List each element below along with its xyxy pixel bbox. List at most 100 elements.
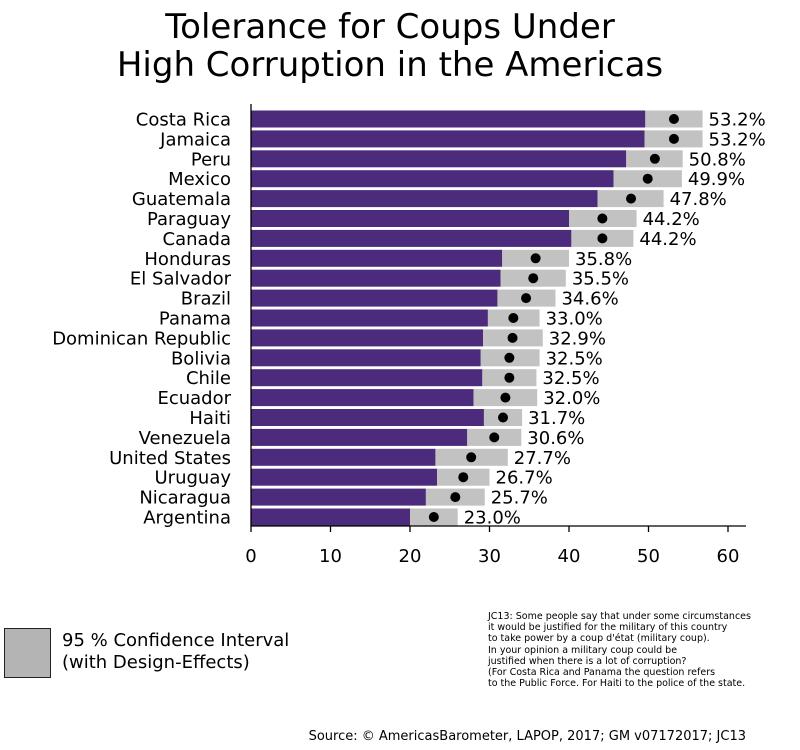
bar — [251, 468, 438, 486]
bar — [251, 249, 503, 267]
chart-title-line2: High Corruption in the Americas — [116, 45, 664, 85]
point-estimate — [504, 352, 515, 363]
note-line: justified when there is a lot of corrupt… — [488, 655, 687, 667]
chart-title-line1: Tolerance for Coups Under — [165, 7, 615, 47]
category-label: Panama — [159, 309, 231, 330]
category-label: Argentina — [143, 508, 231, 529]
value-label: 33.0% — [546, 309, 603, 330]
value-label: 30.6% — [527, 428, 584, 449]
x-tick-label: 40 — [558, 546, 581, 567]
category-label: Mexico — [168, 169, 231, 190]
category-label: Haiti — [189, 408, 231, 429]
bar — [251, 448, 436, 466]
legend-swatch-ci — [4, 628, 51, 678]
category-label: Honduras — [144, 249, 231, 270]
bar — [251, 229, 572, 247]
value-label: 23.0% — [464, 508, 521, 529]
bar — [251, 428, 468, 446]
value-label: 49.9% — [688, 169, 745, 190]
point-estimate — [597, 213, 608, 224]
category-label: Nicaragua — [139, 488, 231, 509]
value-label: 25.7% — [491, 488, 548, 509]
chart-title: Tolerance for Coups Under High Corruptio… — [0, 8, 780, 84]
note-line: JC13: Some people say that under some ci… — [488, 611, 751, 622]
point-estimate — [668, 133, 679, 144]
value-label: 31.7% — [528, 408, 585, 429]
note-line: to the Public Force. For Haiti to the po… — [488, 678, 746, 690]
category-label: Paraguay — [147, 209, 231, 230]
bar — [251, 369, 483, 387]
value-label: 32.5% — [546, 348, 603, 369]
legend-label-line2: (with Design-Effects) — [62, 652, 250, 673]
point-estimate — [597, 233, 608, 244]
note-line: to take power by a coup d'état (military… — [488, 633, 710, 645]
bar — [251, 349, 481, 367]
point-estimate — [530, 253, 541, 264]
bar — [251, 488, 426, 506]
category-label: Guatemala — [132, 189, 231, 210]
bar — [251, 130, 645, 148]
category-label: Ecuador — [157, 388, 231, 409]
point-estimate — [528, 273, 539, 284]
category-label: Uruguay — [155, 468, 232, 489]
category-label: Chile — [186, 368, 231, 389]
value-label: 44.2% — [639, 229, 696, 250]
bar-chart: Costa Rica 53.2% Jamaica 53.2% Peru 50.8% Mexi… — [52, 104, 766, 567]
bar — [251, 389, 474, 407]
point-estimate — [466, 452, 477, 463]
x-tick-label: 10 — [319, 546, 342, 567]
x-tick-label: 0 — [245, 546, 256, 567]
point-estimate — [649, 153, 660, 164]
x-tick-label: 60 — [717, 546, 740, 567]
legend-label-line1: 95 % Confidence Interval — [62, 630, 290, 651]
bar — [251, 170, 614, 188]
value-label: 35.5% — [572, 269, 629, 290]
value-label: 26.7% — [496, 468, 553, 489]
category-label: Peru — [191, 149, 231, 170]
bar — [251, 508, 410, 526]
point-estimate — [489, 432, 500, 443]
point-estimate — [458, 472, 469, 483]
value-label: 47.8% — [670, 189, 727, 210]
legend-text: 95 % Confidence Interval (with Design-Ef… — [62, 630, 289, 674]
category-label: Dominican Republic — [52, 328, 231, 349]
value-label: 32.9% — [549, 328, 606, 349]
value-label: 44.2% — [643, 209, 700, 230]
point-estimate — [507, 332, 518, 343]
value-label: 27.7% — [514, 448, 571, 469]
value-label: 53.2% — [709, 129, 766, 150]
note-line: it would be justified for the military o… — [488, 622, 728, 634]
point-estimate — [504, 372, 515, 383]
bar — [251, 269, 501, 287]
value-label: 53.2% — [709, 110, 766, 131]
point-estimate — [500, 392, 511, 403]
point-estimate — [428, 512, 439, 522]
point-estimate — [508, 313, 519, 323]
value-label: 32.0% — [543, 388, 600, 409]
bar — [251, 190, 598, 208]
x-tick-label: 50 — [637, 546, 660, 567]
category-label: United States — [109, 448, 231, 469]
source-caption: Source: © AmericasBarometer, LAPOP, 2017… — [308, 729, 746, 744]
value-label: 50.8% — [689, 149, 746, 170]
point-estimate — [668, 114, 679, 124]
bar — [251, 150, 627, 168]
bar — [251, 289, 498, 307]
category-label: Venezuela — [139, 428, 231, 449]
value-label: 34.6% — [561, 289, 618, 310]
category-label: Bolivia — [171, 348, 231, 369]
bar — [251, 409, 484, 426]
point-estimate — [626, 193, 637, 204]
point-estimate — [521, 293, 532, 304]
question-note: JC13: Some people say that under some ci… — [488, 611, 751, 689]
value-label: 32.5% — [542, 368, 599, 389]
x-tick-label: 20 — [399, 546, 422, 567]
bar — [251, 329, 484, 347]
x-tick-label: 30 — [478, 546, 501, 567]
point-estimate — [450, 492, 461, 503]
category-label: El Salvador — [130, 269, 232, 290]
category-label: Jamaica — [159, 129, 231, 150]
value-label: 35.8% — [575, 249, 632, 270]
bar — [251, 110, 646, 128]
category-label: Costa Rica — [136, 110, 231, 131]
